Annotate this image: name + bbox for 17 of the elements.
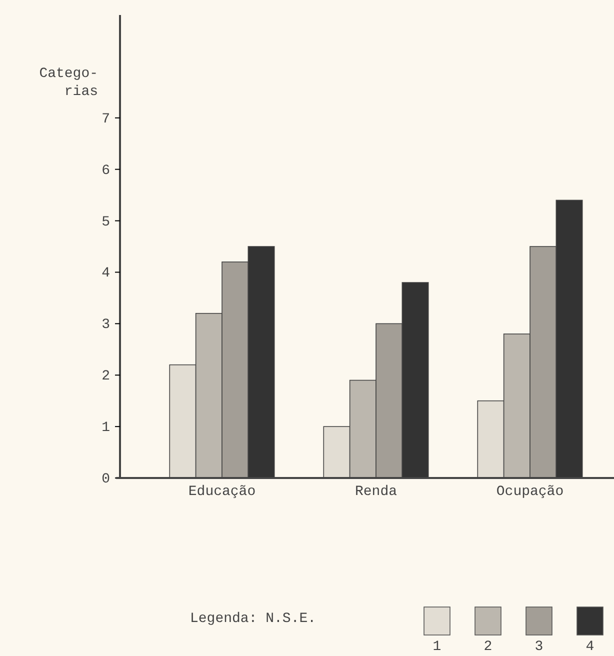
- legend-title: Legenda: N.S.E.: [190, 611, 316, 627]
- y-tick-label: 2: [102, 368, 110, 385]
- y-tick-label: 4: [102, 266, 110, 282]
- legend-label: 3: [534, 639, 544, 655]
- y-tick-label: 0: [102, 471, 110, 488]
- y-tick-label: 7: [102, 111, 110, 128]
- legend-label: 2: [484, 639, 492, 655]
- y-tick-label: 1: [102, 420, 110, 436]
- legend-label: 4: [586, 639, 594, 655]
- x-tick-label: Educação: [188, 484, 256, 500]
- x-tick-label: Ocupação: [496, 484, 564, 500]
- y-axis-title: Catego- rias: [39, 66, 98, 100]
- y-tick-label: 6: [102, 162, 110, 179]
- y-tick-label: 3: [102, 317, 110, 334]
- x-tick-label: Renda: [354, 484, 398, 500]
- legend-label: 1: [432, 639, 442, 655]
- y-tick-label: 5: [102, 214, 110, 230]
